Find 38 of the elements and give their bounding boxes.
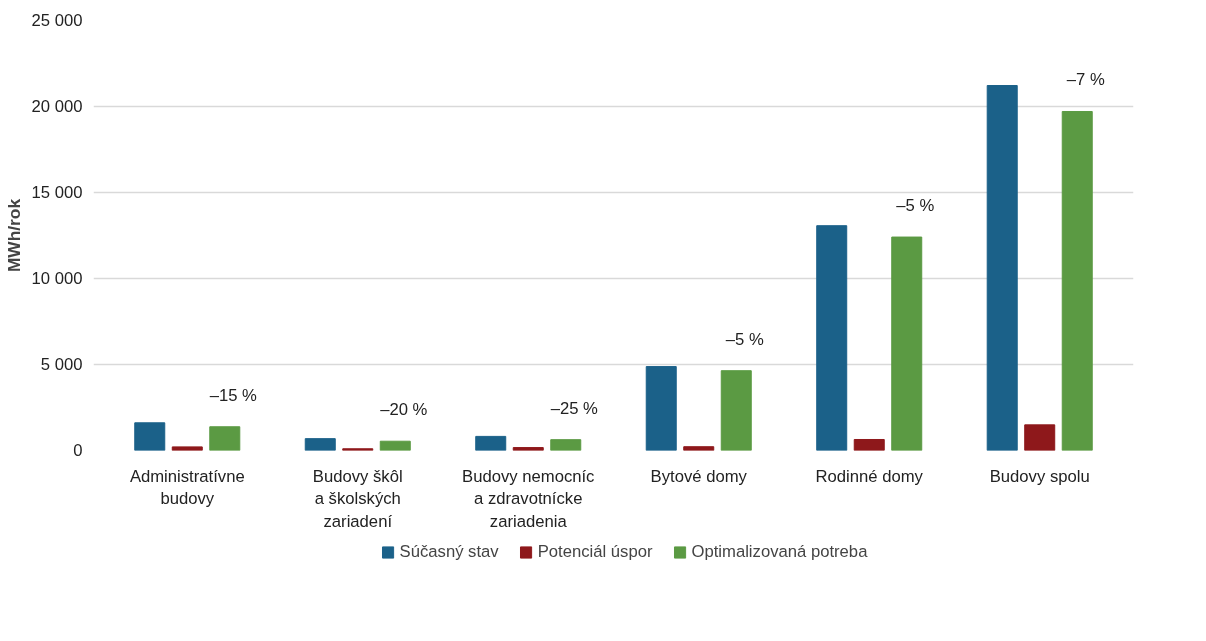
bar [304, 438, 336, 451]
bar [1061, 110, 1093, 451]
legend-label: Optimalizovaná potreba [691, 542, 868, 562]
bar [986, 85, 1018, 451]
bar [209, 426, 241, 451]
y-axis-title: MWh/rok [3, 198, 24, 273]
bar [134, 422, 166, 451]
x-tick-label: Budovy spolu [989, 466, 1090, 486]
annotation: –20 % [380, 400, 428, 420]
y-tick-label: 15 000 [31, 183, 83, 202]
bar [816, 225, 848, 451]
bar [853, 438, 885, 451]
annotation: –5 % [896, 196, 935, 216]
y-tick-label: 10 000 [31, 269, 83, 288]
annotation: –25 % [550, 398, 599, 418]
y-tick-label: 25 000 [31, 11, 83, 30]
bar [720, 370, 752, 451]
bar [645, 366, 677, 451]
annotation: –7 % [1066, 70, 1105, 90]
y-tick-label: 0 [73, 441, 83, 460]
legend-label: Potenciál úspor [537, 542, 653, 562]
x-tick-label: Rodinné domy [815, 466, 924, 486]
bar [171, 446, 203, 451]
legend-label: Súčasný stav [399, 542, 499, 562]
x-tick-label: Budovy nemocníc a zdravotnícke zariadenia [462, 466, 595, 532]
bar [550, 439, 582, 451]
x-tick-label: Budovy škôl a školských zariadení [312, 466, 403, 532]
bar [891, 236, 923, 451]
y-tick-label: 20 000 [31, 97, 83, 116]
bar [1024, 424, 1056, 451]
y-tick-label: 5 000 [40, 355, 83, 374]
bar [475, 435, 507, 451]
bar [683, 446, 715, 451]
annotation: –5 % [725, 329, 764, 349]
annotation: –15 % [209, 385, 258, 405]
x-tick-label: Administratívne budovy [129, 466, 245, 509]
bar [379, 440, 411, 451]
x-tick-label: Bytové domy [650, 466, 748, 486]
